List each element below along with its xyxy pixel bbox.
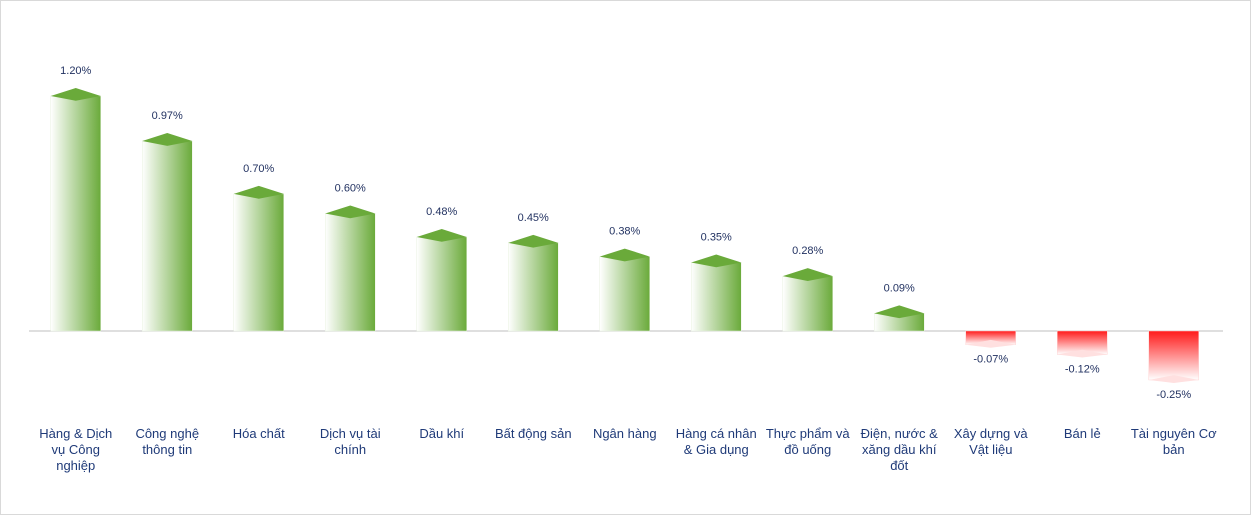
bar [325,213,376,332]
bar-top [874,305,925,319]
x-tick-label: Ngân hàng [592,426,657,441]
bar-top [142,133,193,146]
bar [599,256,650,332]
value-label: 0.97% [152,110,183,122]
bar [233,193,284,332]
bar-bottom [1148,375,1199,383]
bar [782,275,833,332]
x-tick-label: Hàng cá nhân & Gia dụng [675,426,757,457]
x-tick-label: Thực phẩm và đồ uống [765,426,850,457]
bar [691,262,742,332]
value-label: 0.28% [792,245,823,257]
x-tick-label: Hóa chất [232,426,285,441]
x-tick-label: Bán lẻ [1063,426,1101,441]
bar [1148,330,1199,381]
value-label: 0.60% [335,183,366,195]
x-tick-label: Dịch vụ tài chính [319,426,381,457]
bar-top [691,254,742,268]
bar-top [325,205,376,219]
bar-top [50,88,101,101]
value-label: 0.09% [884,282,915,294]
value-label: 0.38% [609,226,640,238]
bar-bottom [965,339,1016,348]
x-tick-label: Xây dựng và Vật liệu [953,426,1028,457]
bar-top [782,268,833,281]
bar [508,242,559,332]
value-label: -0.25% [1156,389,1191,401]
bar [416,236,467,332]
value-label: 1.20% [60,65,91,77]
bar-top [233,185,284,199]
x-tick-label: Tài nguyên Cơ bản [1130,426,1217,457]
x-tick-label: Dầu khí [419,426,465,441]
value-label: 0.35% [701,231,732,243]
bar-top [416,229,467,242]
x-tick-label: Bất động sản [494,426,572,441]
x-tick-label: Công nghệ thông tin [135,426,200,457]
bar-top [599,248,650,262]
value-label: 0.45% [518,212,549,224]
x-tick-label: Điện, nước & xăng dầu khí đốt [860,426,938,473]
bar-bottom [1057,349,1108,358]
bar-top [508,234,559,248]
value-label: -0.07% [973,354,1008,366]
bar [142,140,193,332]
x-tick-label: Hàng & Dịch vụ Công nghiệp [39,426,113,473]
value-label: 0.70% [243,163,274,175]
value-label: -0.12% [1065,364,1100,376]
bar [50,95,101,332]
value-label: 0.48% [426,206,457,218]
